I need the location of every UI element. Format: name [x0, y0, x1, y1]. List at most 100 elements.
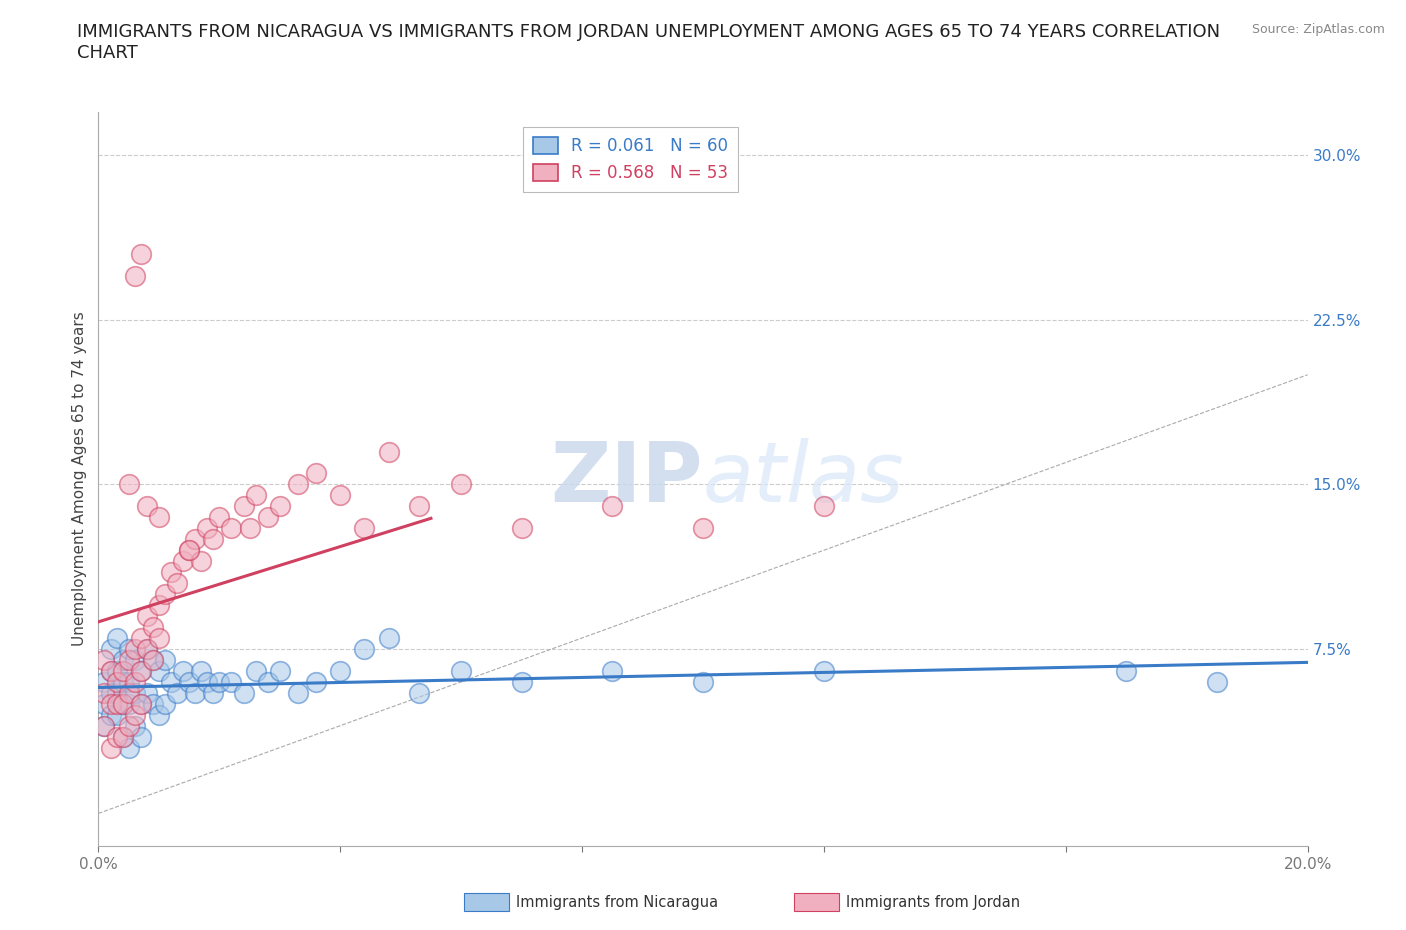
Point [142, 697, 165, 711]
Point [105, 631, 128, 645]
Point [450, 663, 472, 678]
Legend: R = 0.061   N = 60, R = 0.568   N = 53: R = 0.061 N = 60, R = 0.568 N = 53 [523, 127, 738, 192]
Point [813, 498, 835, 513]
Point [813, 663, 835, 678]
Point [166, 576, 188, 591]
Point [124, 685, 146, 700]
Point [111, 729, 134, 744]
Point [602, 498, 624, 513]
Point [353, 521, 375, 536]
Point [105, 663, 128, 678]
Point [100, 663, 122, 678]
Point [148, 510, 170, 525]
Point [93, 685, 115, 700]
Point [100, 708, 122, 723]
Point [195, 674, 218, 689]
Point [124, 674, 146, 689]
Point [111, 697, 134, 711]
Point [221, 521, 243, 536]
Point [1115, 663, 1137, 678]
Point [202, 532, 225, 547]
Point [124, 708, 146, 723]
Text: Immigrants from Jordan: Immigrants from Jordan [846, 895, 1021, 910]
Point [408, 685, 430, 700]
Point [124, 718, 146, 733]
Point [93, 697, 115, 711]
Point [129, 663, 152, 678]
Point [256, 510, 278, 525]
Point [232, 498, 254, 513]
Point [195, 521, 218, 536]
Point [142, 653, 165, 668]
Y-axis label: Unemployment Among Ages 65 to 74 years: Unemployment Among Ages 65 to 74 years [72, 312, 87, 646]
Point [135, 642, 157, 657]
Point [105, 697, 128, 711]
Point [111, 697, 134, 711]
Point [269, 663, 291, 678]
Point [118, 642, 141, 657]
Point [450, 477, 472, 492]
Point [153, 653, 176, 668]
Point [239, 521, 262, 536]
Text: ZIP: ZIP [551, 438, 703, 520]
Point [153, 697, 176, 711]
Point [111, 729, 134, 744]
Point [208, 674, 231, 689]
Point [93, 718, 115, 733]
Point [179, 543, 201, 558]
Point [148, 631, 170, 645]
Point [93, 653, 115, 668]
Point [142, 653, 165, 668]
Point [100, 663, 122, 678]
Point [111, 674, 134, 689]
Point [353, 642, 375, 657]
Point [153, 587, 176, 602]
Point [111, 653, 134, 668]
Point [202, 685, 225, 700]
Point [129, 697, 152, 711]
Point [129, 246, 152, 261]
Point [118, 477, 141, 492]
Point [172, 663, 194, 678]
Point [124, 642, 146, 657]
Point [129, 663, 152, 678]
Point [135, 685, 157, 700]
Point [142, 619, 165, 634]
Point [179, 674, 201, 689]
Point [148, 598, 170, 613]
Point [124, 653, 146, 668]
Point [287, 477, 309, 492]
Point [100, 685, 122, 700]
Point [184, 685, 207, 700]
Point [510, 521, 533, 536]
Point [166, 685, 188, 700]
Point [105, 685, 128, 700]
Point [208, 510, 231, 525]
Point [305, 466, 328, 481]
Point [245, 488, 267, 503]
Point [105, 674, 128, 689]
Point [190, 553, 212, 568]
Point [329, 488, 352, 503]
Point [129, 697, 152, 711]
Point [100, 642, 122, 657]
Point [377, 445, 399, 459]
Point [692, 521, 714, 536]
Point [160, 565, 183, 579]
Point [118, 718, 141, 733]
Point [179, 543, 201, 558]
Point [232, 685, 254, 700]
Point [148, 708, 170, 723]
Point [1206, 674, 1229, 689]
Text: Source: ZipAtlas.com: Source: ZipAtlas.com [1251, 23, 1385, 36]
Point [111, 663, 134, 678]
Point [148, 663, 170, 678]
Point [118, 697, 141, 711]
Text: atlas: atlas [703, 438, 904, 520]
Point [221, 674, 243, 689]
Point [172, 553, 194, 568]
Point [118, 740, 141, 755]
Point [129, 631, 152, 645]
Point [287, 685, 309, 700]
Point [245, 663, 267, 678]
